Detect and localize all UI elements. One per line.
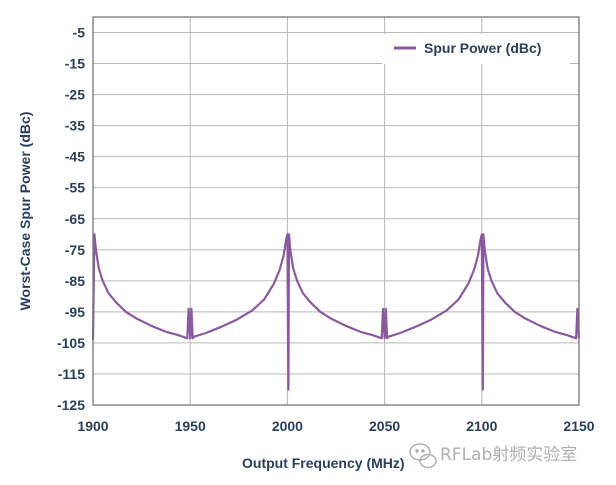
x-tick-label: 1900 [77,418,108,434]
x-axis-label: Output Frequency (MHz) [242,455,405,471]
series-layer [91,233,581,391]
x-tick-label: 2100 [466,418,497,434]
y-tick-label: -25 [65,87,85,103]
y-tick-label: -45 [65,149,85,165]
y-tick-labels: -5 -15 -25 -35 -45 -55 -65 -75 -85 -95 -105 -115 -12… [57,25,85,413]
y-tick-label: -105 [57,335,85,351]
chat-bubble-icon [409,443,437,469]
series-line-spur-power [91,233,581,391]
grid [93,17,579,406]
x-tick-label: 1950 [175,418,206,434]
y-tick-label: -35 [65,118,85,134]
x-tick-label: 2150 [563,418,594,434]
y-tick-label: -75 [65,242,85,258]
y-tick-label: -65 [65,211,85,227]
y-tick-label: -85 [65,273,85,289]
x-tick-labels: 1900 1950 2000 2050 2100 2150 [77,418,594,434]
y-tick-label: -55 [65,180,85,196]
x-tick-label: 2050 [369,418,400,434]
y-tick-label: -95 [65,304,85,320]
x-tick-label: 2000 [272,418,303,434]
legend: Spur Power (dBc) [382,34,570,64]
y-tick-label: -15 [65,56,85,72]
y-tick-label: -5 [73,25,86,41]
watermark: RFLab射频实验室 [409,443,577,469]
y-tick-label: -115 [58,366,85,382]
watermark-text: RFLab射频实验室 [440,445,577,465]
y-tick-label: -125 [57,397,85,413]
plot-frame [92,16,580,406]
legend-label: Spur Power (dBc) [424,40,541,56]
y-axis-label: Worst-Case Spur Power (dBc) [17,112,33,311]
